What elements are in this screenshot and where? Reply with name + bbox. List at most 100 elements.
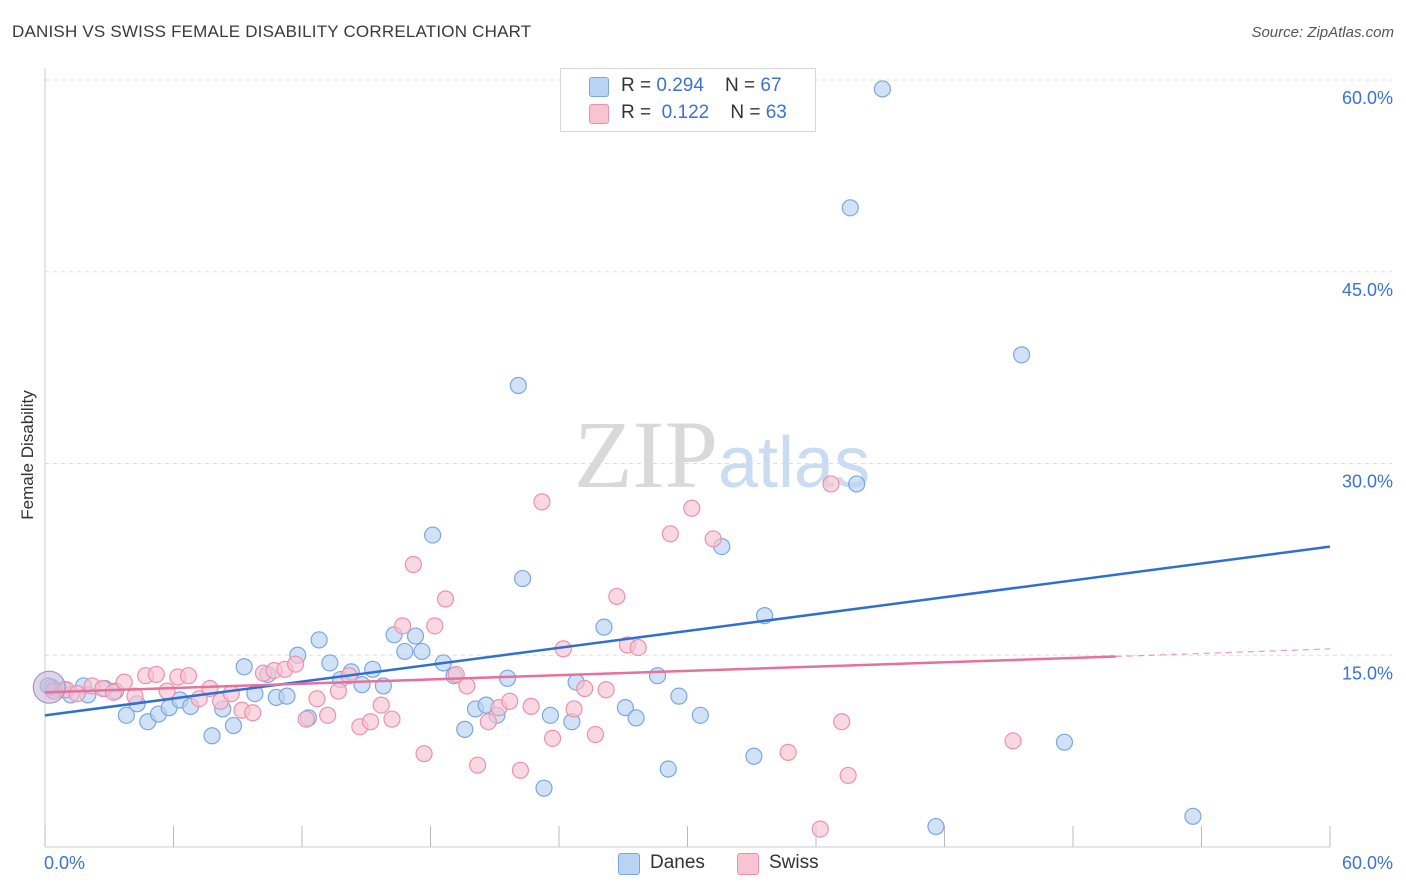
y-tick-label: 30.0% [1342,472,1393,492]
swiss-point [308,690,326,708]
swiss-point [833,713,851,731]
danes-point [848,475,866,493]
danes-point [627,709,645,727]
swiss-point [404,555,422,574]
gridlines [45,79,1392,656]
danes-point [235,658,253,676]
danes-r-value: 0.294 [656,75,704,96]
swiss-point [329,682,348,700]
danes-swatch [589,77,609,97]
danes-point [203,727,221,745]
swiss-point [683,499,701,517]
swiss-point [179,667,198,685]
scatter-points [32,80,1202,838]
danes-point [117,706,135,724]
legend-danes-label: Danes [650,852,705,873]
swiss-n-value: 63 [765,102,787,123]
swiss-point [158,682,176,700]
swiss-point [68,684,86,703]
danes-point [616,699,634,717]
swiss-n-label: N = [730,102,766,123]
danes-n-value: 67 [760,75,782,96]
danes-point [278,687,296,705]
swiss-point [839,766,857,785]
danes-point [535,779,553,797]
y-axis-label: Female Disability [18,390,37,520]
watermark-atlas: atlas [718,423,870,503]
danes-point [1055,733,1074,751]
swiss-point [565,700,583,718]
swiss-point [479,713,497,731]
stats-legend: R = 0.294 N = 67 R = 0.122 N = 63 [560,68,816,132]
swiss-point [543,729,562,747]
danes-point [513,569,532,588]
swiss-r-label: R = [621,102,657,123]
danes-point [648,667,667,685]
swiss-point [779,743,797,762]
x-tick-label-max: 60.0% [1342,853,1393,873]
danes-point [310,631,328,649]
swiss-point [704,530,722,548]
legend-swiss-swatch [737,853,759,875]
swiss-point [458,677,476,695]
danes-point [670,687,688,705]
swiss-point [319,706,337,724]
danes-point [321,654,339,672]
tick-labels: 15.0% 30.0% 45.0% 60.0% 0.0% 60.0% [44,88,1393,873]
swiss-point [501,692,519,710]
danes-point [413,642,431,661]
swiss-point [286,655,305,673]
danes-point [927,817,945,836]
danes-point [691,706,709,724]
swiss-point [576,679,594,698]
source-label: Source: ZipAtlas.com [1251,24,1394,41]
swiss-point [394,617,412,635]
swiss-point [811,820,829,838]
swiss-point [115,673,133,691]
danes-stats: R = 0.294 N = 67 [621,75,782,97]
swiss-point [297,710,315,728]
swiss-r-value: 0.122 [661,102,710,123]
swiss-point [522,697,540,715]
danes-point [224,716,243,735]
swiss-point [533,493,551,511]
swiss-point [426,617,444,635]
swiss-point [222,684,240,703]
danes-point [841,199,859,217]
swiss-point [586,725,605,744]
trend-lines [44,545,1331,717]
swiss-trend-extension [1115,648,1331,658]
watermark-zip: ZIP [574,401,718,508]
watermark: ZIP atlas [574,401,870,508]
danes-point [745,747,763,765]
danes-trend-line [44,545,1331,717]
danes-n-label: N = [725,75,761,96]
swiss-point [629,638,647,657]
y-tick-label: 60.0% [1342,88,1393,108]
danes-point [364,660,382,678]
x-tick-label-min: 0.0% [44,853,85,873]
danes-point [1012,346,1031,364]
swiss-stats: R = 0.122 N = 63 [621,102,787,124]
swiss-point [1004,732,1022,750]
danes-point [424,526,442,544]
swiss-point [147,665,165,684]
swiss-swatch [589,104,609,124]
danes-point [873,80,891,98]
danes-r-label: R = [621,75,657,96]
danes-point [509,376,527,395]
swiss-point [608,587,626,606]
swiss-trend-line [44,655,1116,694]
swiss-point [383,710,401,728]
swiss-point [469,756,487,774]
swiss-point [511,761,530,779]
legend-swiss-label: Swiss [769,852,819,873]
swiss-point [244,704,262,722]
danes-point [1184,807,1202,825]
swiss-point [822,475,840,493]
danes-point [456,720,474,738]
danes-point [541,706,560,724]
y-tick-label: 15.0% [1342,663,1393,683]
cluster-point [32,670,66,704]
